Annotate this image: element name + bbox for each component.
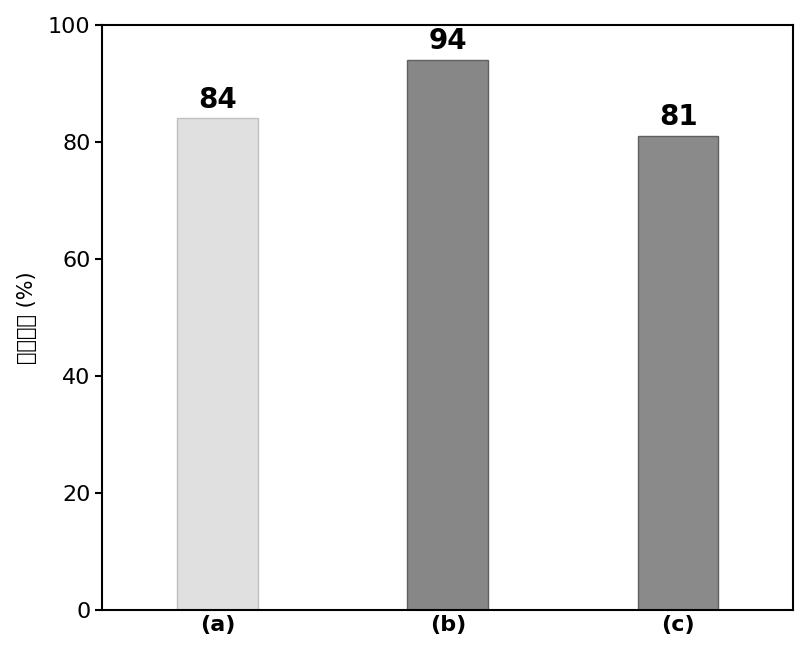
Y-axis label: 量子效率 (%): 量子效率 (%) (17, 271, 36, 364)
Bar (177, 119, 258, 610)
Text: 94: 94 (428, 27, 467, 55)
Bar (407, 60, 488, 610)
Text: 84: 84 (198, 85, 237, 113)
Text: 81: 81 (659, 103, 697, 131)
Bar (637, 136, 718, 610)
